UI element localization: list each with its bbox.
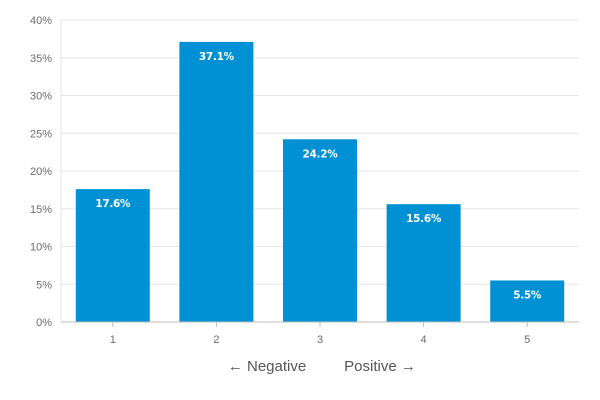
x-axis-label-negative: ← Negative <box>228 358 306 375</box>
y-tick-label: 20% <box>30 166 52 178</box>
x-tick-label: 3 <box>317 334 323 346</box>
y-tick-label: 0% <box>36 317 52 329</box>
x-axis-ticks: 1 2 3 4 5 <box>110 322 530 346</box>
x-tick-label: 2 <box>213 334 219 346</box>
bar <box>386 204 461 322</box>
bars: 17.6% 37.1% 24.2% 15.6% 5.5% <box>75 41 565 323</box>
y-tick-label: 5% <box>36 279 52 291</box>
bar-data-label: 37.1% <box>199 51 235 63</box>
x-tick-label: 4 <box>421 334 427 346</box>
y-tick-label: 25% <box>30 128 52 140</box>
bar <box>283 139 357 322</box>
x-axis-label-positive: Positive → <box>344 358 416 375</box>
x-tick-label: 1 <box>110 334 116 346</box>
x-tick-label: 5 <box>524 334 530 346</box>
bar-data-label: 15.6% <box>406 213 442 225</box>
y-tick-label: 40% <box>30 15 52 27</box>
bar <box>490 280 565 322</box>
bar <box>179 41 254 323</box>
y-tick-label: 30% <box>30 91 52 103</box>
y-axis-ticks: 0% 5% 10% 15% 20% 25% 30% 35% 40% <box>30 15 52 329</box>
y-tick-label: 10% <box>30 242 52 254</box>
y-tick-label: 35% <box>30 53 52 65</box>
bar-data-label: 17.6% <box>95 198 131 210</box>
bar-data-label: 24.2% <box>303 148 339 160</box>
bar-data-label: 5.5% <box>513 289 542 301</box>
bar <box>75 189 150 322</box>
y-tick-label: 15% <box>30 204 52 216</box>
